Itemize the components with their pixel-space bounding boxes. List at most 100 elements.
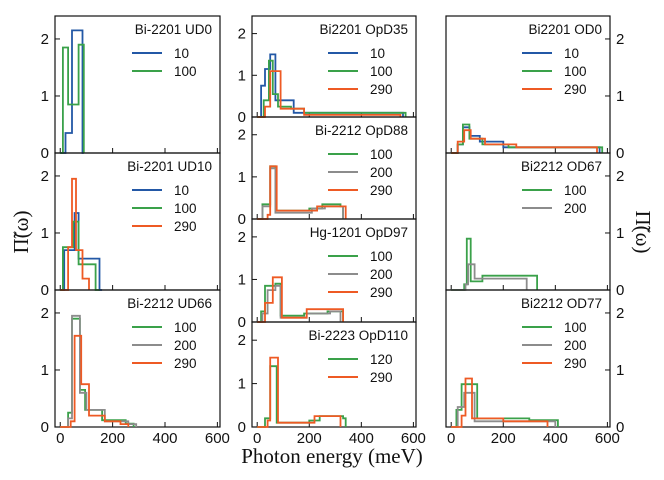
series-100	[451, 237, 538, 291]
x-tick-label: 200	[491, 430, 516, 447]
series-100	[257, 282, 344, 323]
series-290	[60, 334, 130, 428]
panel-title: Bi2201 OpD35	[319, 22, 408, 37]
x-axis-title: Photon energy (meV)	[241, 444, 423, 468]
y-tick-label: 0	[41, 282, 49, 299]
series-290	[451, 129, 598, 154]
y-tick-label: 1	[238, 169, 246, 186]
legend-label: 290	[174, 219, 197, 234]
x-tick-label: 0	[447, 430, 455, 447]
y-tick-label: 2	[616, 168, 624, 185]
panel-od67: 0 1 2 Bi2212 OD67 100 200	[445, 152, 624, 299]
y-tick-label: 1	[616, 225, 624, 242]
x-tick-label: 200	[297, 430, 322, 447]
panel-op88: 0 1 2 Bi-2212 OpD88 100 200 290	[238, 116, 417, 228]
series-200	[60, 314, 138, 428]
x-tick-label: 400	[349, 430, 374, 447]
panel-title: Bi-2201 UD0	[135, 22, 212, 37]
panel-title: Bi-2201 UD10	[127, 159, 212, 174]
panel-title: Bi-2212 UD66	[127, 296, 212, 311]
series-290	[257, 356, 342, 428]
y-tick-label: 0	[616, 145, 624, 162]
y-tick-label: 0	[238, 109, 246, 126]
y-tick-label: 1	[238, 376, 246, 393]
legend-label: 100	[370, 249, 393, 264]
series-290	[257, 70, 402, 118]
panel-op35: 0 1 2 Bi2201 OpD35 10 100 290	[238, 15, 417, 126]
y-tick-label: 2	[238, 26, 246, 43]
y-tick-label: 0	[616, 419, 624, 436]
legend-label: 10	[564, 46, 579, 61]
x-tick-label: 400	[152, 430, 177, 447]
y-axis-title-right: Π̃(ω)	[631, 211, 655, 254]
y-tick-label: 1	[616, 362, 624, 379]
legend-label: 290	[564, 82, 587, 97]
y-tick-label: 0	[238, 314, 246, 331]
panel-frame	[54, 289, 221, 428]
y-tick-label: 1	[41, 225, 49, 242]
legend-label: 100	[174, 201, 197, 216]
panel-od0: 0 1 2 Bi2201 OD0 10 100 290	[445, 15, 624, 162]
series-290	[451, 377, 549, 428]
panel-op97: 0 1 2 Hg-1201 OpD97 100 200 290	[238, 218, 417, 331]
x-tick-label: 600	[205, 430, 230, 447]
y-tick-label: 0	[616, 282, 624, 299]
series-100	[60, 43, 85, 154]
y-tick-label: 2	[616, 31, 624, 48]
x-tick-label: 600	[595, 430, 620, 447]
panel-title: Hg-1201 OpD97	[310, 225, 408, 240]
y-tick-label: 2	[616, 305, 624, 322]
y-tick-label: 2	[238, 229, 246, 246]
panel-title: Bi2212 OD77	[521, 296, 602, 311]
legend-label: 290	[370, 82, 393, 97]
y-tick-label: 1	[41, 362, 49, 379]
y-tick-label: 2	[41, 31, 49, 48]
panel-title: Bi-2212 OpD88	[315, 123, 408, 138]
panel-title: Bi2212 OD67	[521, 159, 602, 174]
y-tick-label: 2	[41, 168, 49, 185]
series-290	[60, 177, 90, 291]
x-tick-label: 400	[543, 430, 568, 447]
legend-label: 200	[564, 201, 587, 216]
series-200	[451, 263, 528, 291]
legend-label: 100	[564, 64, 587, 79]
series-100	[60, 220, 100, 291]
series-290	[257, 165, 347, 220]
legend-label: 200	[370, 267, 393, 282]
y-tick-label: 0	[41, 419, 49, 436]
series-100	[60, 317, 135, 428]
y-tick-label: 2	[238, 332, 246, 349]
y-tick-label: 2	[41, 305, 49, 322]
panel-od77: 0 1 2 0 200 400 600 Bi2212 OD77 100 200 290	[445, 289, 624, 447]
panel-ud10: 0 1 2 Bi-2201 UD10 10 100 290	[41, 152, 221, 299]
y-tick-label: 1	[238, 67, 246, 84]
legend-label: 200	[564, 338, 587, 353]
y-tick-label: 1	[41, 88, 49, 105]
y-tick-label: 2	[238, 127, 246, 144]
legend-label: 100	[370, 147, 393, 162]
legend-label: 10	[370, 46, 385, 61]
legend-label: 290	[370, 285, 393, 300]
y-tick-label: 0	[238, 211, 246, 228]
y-axis-title-left: Π̃(ω)	[9, 211, 33, 254]
panel-ud0: 0 1 2 Bi-2201 UD0 10 100	[41, 15, 221, 162]
x-tick-label: 0	[56, 430, 64, 447]
x-tick-label: 600	[401, 430, 426, 447]
series-10	[60, 29, 84, 154]
legend-label: 100	[174, 64, 197, 79]
series-10	[257, 53, 404, 118]
legend-label: 290	[564, 356, 587, 371]
series-10	[451, 126, 601, 154]
panel-title: Bi2201 OD0	[528, 22, 602, 37]
y-tick-label: 1	[616, 88, 624, 105]
legend-label: 200	[174, 338, 197, 353]
x-tick-label: 200	[100, 430, 125, 447]
y-tick-label: 0	[41, 145, 49, 162]
panel-frame	[445, 289, 611, 428]
legend-label: 10	[174, 46, 189, 61]
y-tick-label: 1	[238, 271, 246, 288]
legend-label: 290	[370, 370, 393, 385]
series-100	[451, 383, 559, 428]
